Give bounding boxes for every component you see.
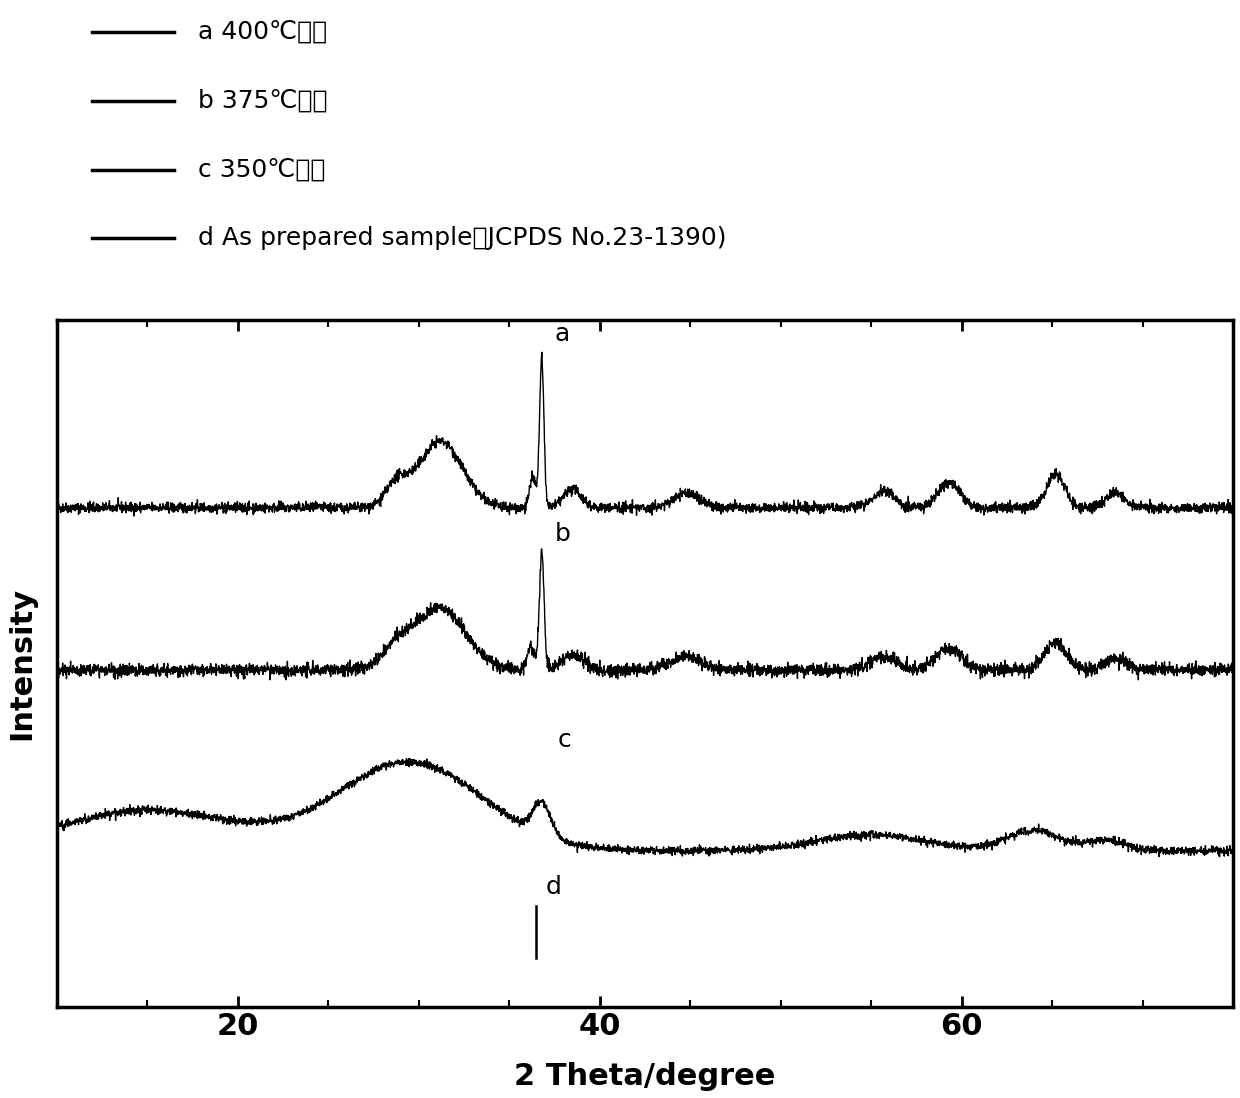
Text: a: a bbox=[554, 322, 569, 346]
Text: c 350℃氧化: c 350℃氧化 bbox=[198, 157, 325, 181]
X-axis label: 2 Theta/degree: 2 Theta/degree bbox=[515, 1062, 775, 1091]
Y-axis label: Intensity: Intensity bbox=[7, 587, 36, 740]
Text: d: d bbox=[546, 875, 562, 899]
Text: b 375℃氧化: b 375℃氧化 bbox=[198, 89, 327, 113]
Text: d As prepared sample（JCPDS No.23-1390): d As prepared sample（JCPDS No.23-1390) bbox=[198, 226, 727, 250]
Text: a 400℃氧化: a 400℃氧化 bbox=[198, 20, 327, 44]
Text: c: c bbox=[558, 728, 572, 752]
Text: b: b bbox=[554, 522, 570, 546]
